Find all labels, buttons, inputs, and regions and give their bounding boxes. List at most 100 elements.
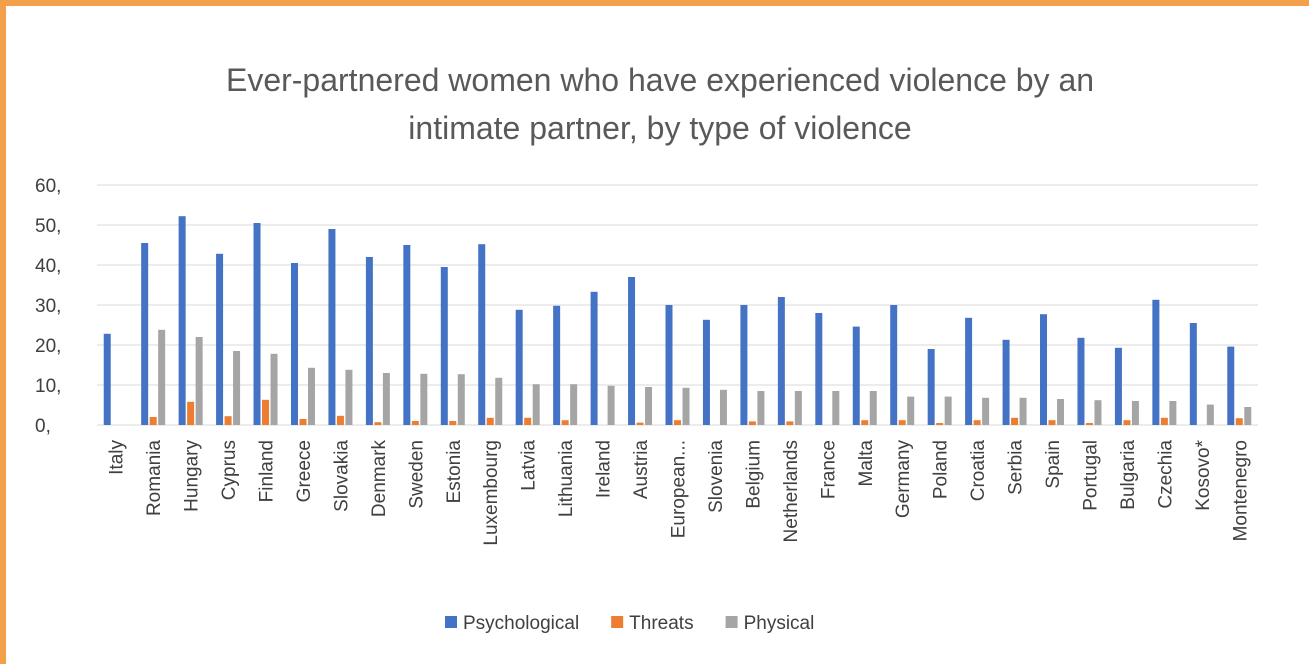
bar <box>253 223 261 425</box>
bar <box>777 297 785 425</box>
y-tick-label: 0, <box>35 416 51 437</box>
bar <box>1019 397 1027 425</box>
x-tick-label: Portugal <box>1080 440 1101 511</box>
y-tick-label: 20, <box>35 336 61 357</box>
bar <box>1094 400 1102 425</box>
bar <box>861 420 869 425</box>
x-tick-label: Kosovo* <box>1193 439 1214 510</box>
bar <box>852 326 860 425</box>
bar <box>794 391 802 425</box>
x-tick-label: Romania <box>144 440 165 516</box>
bar <box>328 229 336 425</box>
bar <box>103 333 111 425</box>
bar <box>570 384 578 425</box>
bar <box>1227 346 1235 425</box>
bar <box>590 291 598 425</box>
bar <box>224 416 232 425</box>
bar <box>195 337 203 425</box>
bar <box>607 385 615 425</box>
bar <box>628 277 636 425</box>
bar <box>515 309 523 425</box>
bar <box>1114 347 1122 425</box>
y-tick-label: 50, <box>35 216 61 237</box>
x-tick-label: Czechia <box>1155 440 1176 509</box>
bar <box>1131 401 1139 425</box>
bar <box>561 420 569 425</box>
x-tick-label: Serbia <box>1006 440 1027 495</box>
legend-label: Physical <box>744 613 815 634</box>
x-tick-label: Malta <box>856 440 877 487</box>
x-tick-label: Montenegro <box>1230 440 1251 541</box>
bar <box>1160 417 1168 425</box>
bar <box>403 245 411 425</box>
chart-title: Ever-partnered women who have experience… <box>225 62 1095 146</box>
bar <box>262 399 270 425</box>
bar <box>307 367 315 425</box>
x-tick-label: Cyprus <box>219 440 240 500</box>
bar <box>1057 399 1065 425</box>
x-tick-label: Austria <box>631 440 652 500</box>
x-tick-label: European... <box>669 440 690 538</box>
x-tick-label: Slovenia <box>706 440 727 513</box>
bar <box>636 422 644 425</box>
bar <box>702 319 710 425</box>
x-tick-label: Denmark <box>369 440 390 518</box>
bar <box>898 420 906 425</box>
bar <box>1077 337 1085 425</box>
y-tick-label: 40, <box>35 256 61 277</box>
bar <box>719 389 727 425</box>
y-tick-label: 30, <box>35 296 61 317</box>
bar <box>532 384 540 425</box>
bar <box>178 216 186 425</box>
x-tick-label: Spain <box>1043 440 1064 489</box>
bar <box>1123 420 1131 425</box>
bar <box>1206 404 1214 425</box>
bar <box>449 421 457 425</box>
bar <box>665 305 673 425</box>
x-tick-label: Germany <box>893 440 914 519</box>
bar <box>927 349 935 425</box>
legend-swatch <box>445 616 457 628</box>
bar <box>233 351 241 425</box>
x-tick-label: Netherlands <box>781 440 802 542</box>
legend-swatch <box>611 616 624 628</box>
x-tick-label: Estonia <box>444 440 465 504</box>
bar <box>740 305 748 425</box>
bar <box>141 243 149 425</box>
bar <box>869 391 877 425</box>
bar <box>149 417 157 425</box>
bar <box>495 377 503 425</box>
bar <box>1011 417 1019 425</box>
bar <box>1235 418 1243 425</box>
legend-swatch <box>725 616 738 628</box>
x-tick-label: Italy <box>107 440 128 475</box>
bar <box>1048 420 1056 425</box>
bar <box>299 419 307 425</box>
x-tick-label: Ireland <box>594 440 615 498</box>
bar <box>411 421 419 425</box>
bar <box>982 397 990 425</box>
bar <box>478 244 486 425</box>
bar <box>457 374 465 425</box>
x-tick-label: Finland <box>257 440 278 502</box>
x-tick-label: Bulgaria <box>1118 440 1139 510</box>
y-tick-label: 10, <box>35 376 61 397</box>
bar <box>965 317 973 425</box>
bar <box>936 423 944 425</box>
bar <box>1002 339 1010 425</box>
bar <box>944 396 952 425</box>
x-tick-label: Slovakia <box>331 440 352 512</box>
bar <box>440 267 448 425</box>
bar <box>524 417 532 425</box>
bar <box>336 415 344 425</box>
bar <box>290 263 298 425</box>
bar <box>1152 299 1160 425</box>
x-tick-label: Latvia <box>519 440 540 491</box>
bar <box>674 420 681 425</box>
bar <box>748 421 756 425</box>
bar <box>1085 423 1093 425</box>
x-tick-label: France <box>818 440 839 499</box>
bar <box>374 422 382 425</box>
legend-label: Psychological <box>463 613 579 634</box>
